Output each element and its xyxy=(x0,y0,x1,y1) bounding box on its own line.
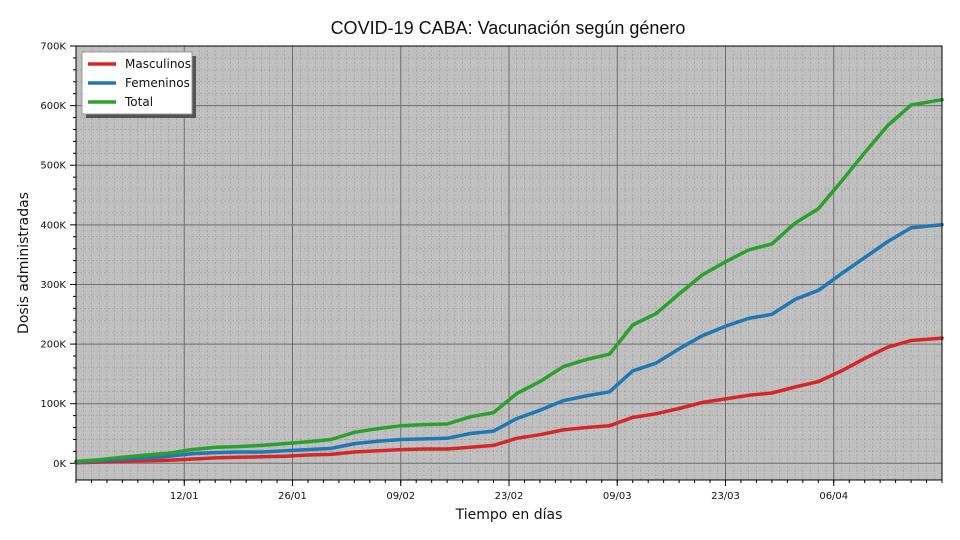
series-line-total xyxy=(74,97,944,464)
y-axis-label: Dosis administradas xyxy=(16,192,32,334)
x-tick-label: 09/03 xyxy=(603,491,632,502)
x-tick-label: 23/03 xyxy=(711,491,740,502)
x-axis-label: Tiempo en días xyxy=(455,507,563,523)
y-tick-label: 0K xyxy=(53,459,66,470)
y-tick-label: 700K xyxy=(40,42,66,53)
series-line-femeninos xyxy=(74,223,944,464)
legend-label: Femeninos xyxy=(125,76,190,90)
y-tick-label: 500K xyxy=(40,161,66,172)
y-tick-label: 100K xyxy=(40,399,66,410)
y-tick-label: 200K xyxy=(40,340,66,351)
y-tick-label: 300K xyxy=(40,280,66,291)
x-axis: 12/01 26/01 09/02 23/02 09/03 23/03 06/04 xyxy=(75,480,943,502)
legend-label: Masculinos xyxy=(125,57,191,71)
x-tick-label: 12/01 xyxy=(170,491,199,502)
x-tick-label: 26/01 xyxy=(278,491,307,502)
series-lines xyxy=(74,97,944,465)
legend: Masculinos Femeninos Total xyxy=(81,51,196,118)
chart-title: COVID-19 CABA: Vacunación según género xyxy=(331,18,686,38)
x-tick-label: 23/02 xyxy=(495,491,524,502)
x-tick-label: 09/02 xyxy=(386,491,415,502)
y-tick-label: 600K xyxy=(40,101,66,112)
y-axis: 0K 100K 200K 300K 400K 500K 600K 700K xyxy=(40,42,76,470)
series-line-masculinos xyxy=(74,336,944,465)
y-tick-label: 400K xyxy=(40,220,66,231)
legend-label: Total xyxy=(124,95,153,109)
x-tick-label: 06/04 xyxy=(819,491,848,502)
plot-frame xyxy=(75,45,943,481)
